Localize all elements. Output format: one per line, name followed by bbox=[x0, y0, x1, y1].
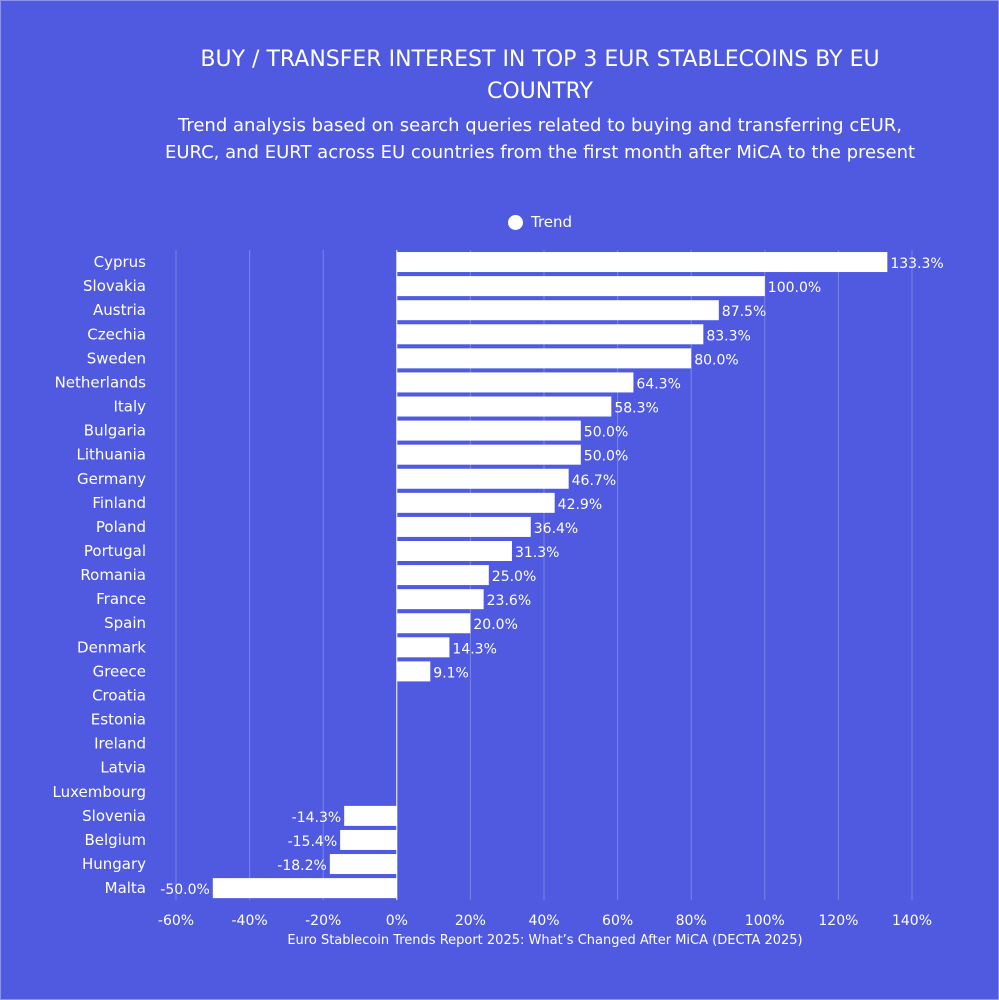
legend-marker bbox=[508, 214, 523, 230]
y-tick-label: Italy bbox=[113, 398, 146, 416]
source-note: Euro Stablecoin Trends Report 2025: What… bbox=[287, 933, 803, 948]
bar bbox=[396, 565, 489, 586]
y-tick-label: Austria bbox=[93, 301, 146, 319]
y-tick-label: Slovakia bbox=[83, 277, 146, 295]
data-label: 42.9% bbox=[558, 497, 602, 513]
data-label: 87.5% bbox=[722, 304, 766, 320]
legend-label: Trend bbox=[531, 213, 573, 231]
bar bbox=[396, 613, 471, 634]
y-tick-label: Latvia bbox=[100, 759, 146, 777]
y-tick-label: Ireland bbox=[94, 735, 146, 753]
bar bbox=[396, 468, 569, 489]
x-tick-label: -60% bbox=[158, 913, 194, 929]
data-label: 36.4% bbox=[534, 521, 578, 537]
y-tick-label: Estonia bbox=[91, 711, 146, 729]
bar bbox=[329, 854, 397, 875]
data-label: 133.3% bbox=[890, 256, 943, 272]
data-label: 50.0% bbox=[584, 425, 628, 441]
chart-subtitle: Trend analysis based on search queries r… bbox=[164, 115, 916, 163]
chart-title: BUY / TRANSFER INTEREST IN TOP 3 EUR STA… bbox=[200, 47, 880, 104]
data-label: 46.7% bbox=[572, 473, 616, 489]
y-tick-label: Romania bbox=[80, 566, 146, 584]
data-label: 31.3% bbox=[515, 545, 559, 561]
y-tick-label: Slovenia bbox=[82, 807, 146, 825]
bar bbox=[396, 516, 531, 537]
bar bbox=[396, 589, 484, 610]
x-tick-label: 140% bbox=[892, 913, 932, 929]
y-tick-label: Portugal bbox=[84, 542, 146, 560]
y-tick-label: Spain bbox=[104, 614, 146, 632]
y-tick-label: Malta bbox=[105, 879, 146, 897]
bar bbox=[396, 372, 634, 393]
data-label: -14.3% bbox=[292, 810, 342, 826]
y-tick-label: Poland bbox=[96, 518, 146, 536]
bar bbox=[396, 661, 431, 682]
y-tick-label: Denmark bbox=[77, 638, 146, 656]
x-tick-label: 100% bbox=[745, 913, 785, 929]
x-tick-label: -40% bbox=[232, 913, 268, 929]
data-label: 83.3% bbox=[706, 328, 750, 344]
x-tick-label: 120% bbox=[818, 913, 858, 929]
data-label: 50.0% bbox=[584, 449, 628, 465]
legend[interactable]: Trend bbox=[508, 213, 572, 231]
bar bbox=[396, 492, 555, 513]
bar bbox=[396, 252, 888, 273]
bar bbox=[212, 878, 397, 899]
y-tick-label: Sweden bbox=[87, 349, 146, 367]
data-label: 20.0% bbox=[473, 617, 517, 633]
x-tick-label: 0% bbox=[386, 913, 408, 929]
y-tick-label: Bulgaria bbox=[84, 422, 146, 440]
x-tick-label: -20% bbox=[305, 913, 341, 929]
y-tick-label: Belgium bbox=[85, 831, 147, 849]
bar bbox=[340, 829, 397, 850]
data-label: 23.6% bbox=[487, 593, 531, 609]
x-tick-label: 20% bbox=[455, 913, 486, 929]
bar bbox=[396, 300, 719, 321]
bar bbox=[344, 805, 397, 826]
bar bbox=[396, 444, 581, 465]
y-tick-label: France bbox=[96, 590, 146, 608]
x-tick-label: 80% bbox=[676, 913, 707, 929]
data-label: 25.0% bbox=[492, 569, 536, 585]
data-label: 100.0% bbox=[768, 280, 821, 296]
bar bbox=[396, 324, 704, 345]
bar bbox=[396, 637, 450, 658]
bar bbox=[396, 348, 692, 369]
data-label: 80.0% bbox=[694, 352, 738, 368]
data-label: 64.3% bbox=[636, 376, 680, 392]
x-tick-label: 40% bbox=[528, 913, 559, 929]
y-tick-label: Germany bbox=[77, 470, 146, 488]
data-label: -18.2% bbox=[277, 858, 327, 874]
bar bbox=[396, 420, 581, 441]
data-label: -50.0% bbox=[160, 882, 210, 898]
y-tick-label: Croatia bbox=[92, 686, 146, 704]
data-label: 14.3% bbox=[452, 641, 496, 657]
bar bbox=[396, 276, 765, 297]
y-tick-label: Cyprus bbox=[94, 253, 147, 271]
data-label: 9.1% bbox=[433, 665, 469, 681]
y-tick-label: Netherlands bbox=[55, 373, 147, 391]
y-tick-label: Czechia bbox=[87, 325, 146, 343]
y-tick-label: Finland bbox=[92, 494, 146, 512]
y-tick-label: Luxembourg bbox=[53, 783, 147, 801]
data-label: -15.4% bbox=[288, 834, 338, 850]
y-tick-label: Greece bbox=[93, 662, 146, 680]
y-tick-label: Hungary bbox=[82, 855, 146, 873]
y-tick-label: Lithuania bbox=[77, 446, 146, 464]
bar bbox=[396, 541, 512, 561]
x-tick-label: 60% bbox=[602, 913, 633, 929]
bar bbox=[396, 396, 612, 417]
data-label: 58.3% bbox=[614, 401, 658, 417]
